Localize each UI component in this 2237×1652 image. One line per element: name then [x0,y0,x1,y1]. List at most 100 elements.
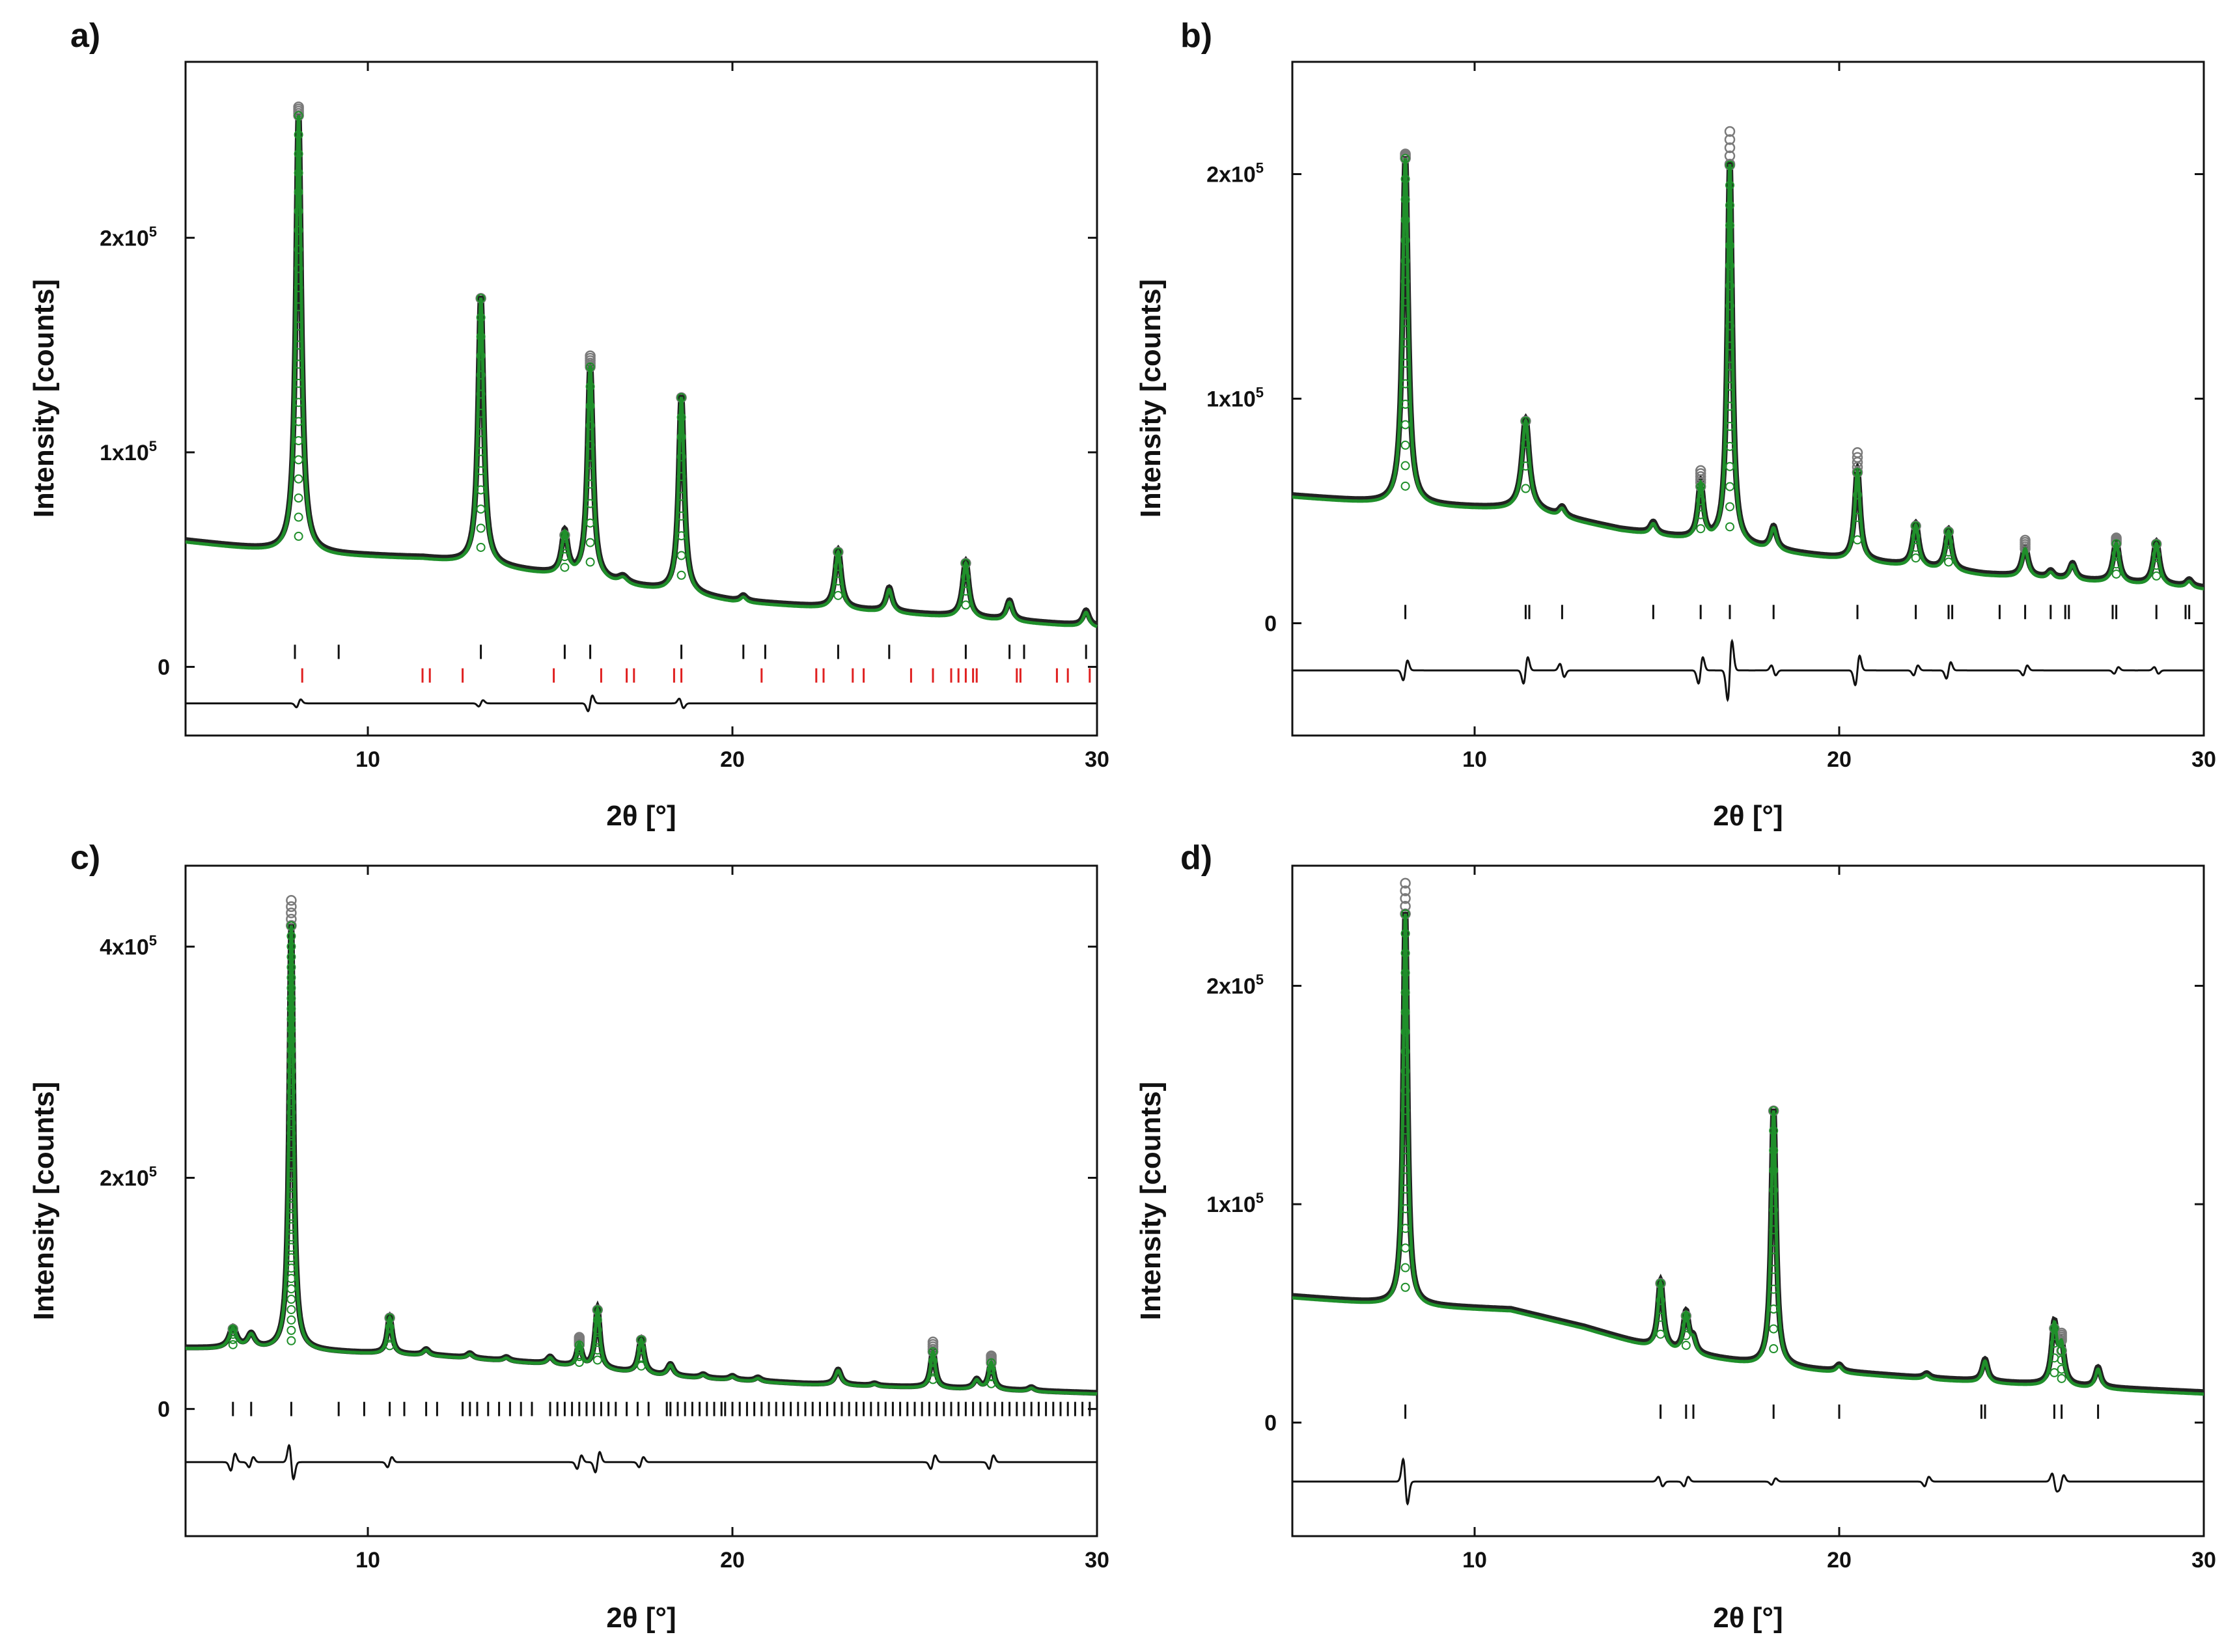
calculated-marker [385,1332,395,1342]
calculated-marker [1400,1008,1410,1017]
calculated-marker [294,359,303,369]
calculated-marker [385,1313,395,1323]
calculated-marker [676,452,686,461]
plot-frame-b [1291,61,2205,737]
observed-point [2020,534,2031,546]
y-tick-exponent: 5 [149,932,157,948]
calculated-marker [2057,1346,2066,1356]
calculated-marker [1769,1126,1779,1136]
observed-points-a [293,101,971,569]
y-tick-exponent: 5 [149,438,157,454]
calculated-marker [833,576,843,586]
calculated-marker [294,130,303,139]
calculated-marker [1853,535,1862,545]
calculated-marker [560,562,570,572]
observed-point [1400,900,1411,912]
x-axis-label-c: 2θ [°] [606,1602,676,1634]
x-tick-label: 30 [2191,1548,2216,1573]
difference-curve-c [186,1444,1097,1481]
calculated-marker [1725,160,1734,170]
calculated-marker [1725,522,1734,532]
x-tick-label: 30 [1085,1548,1109,1573]
observed-point [286,913,297,925]
calculated-marker [1400,440,1410,450]
x-tick-label: 10 [355,1548,380,1573]
calculated-marker [294,417,303,426]
x-tick-label: 10 [1462,1548,1487,1573]
y-axis-label-a: Intensity [counts] [28,279,60,518]
calculated-marker [1656,1312,1665,1322]
calculated-marker [2152,539,2161,549]
calculated-marker [592,1345,602,1355]
observed-point [927,1336,939,1347]
calculated-marker [294,493,303,503]
calculated-marker [2152,550,2161,560]
calculated-marker [286,962,296,972]
calculated-marker [1400,318,1410,327]
calculated-marker [1725,381,1734,391]
calculated-marker [476,504,486,514]
calculated-marker [1696,524,1706,534]
y-tick-label: 1x105 [1206,1190,1264,1217]
x-tick-label: 10 [355,747,380,772]
observed-point [1724,126,1736,137]
calculated-marker [1725,241,1734,251]
observed-point [585,350,596,361]
calculated-marker [385,1341,395,1351]
x-tick-label: 20 [1827,1548,1852,1573]
observed-point [1724,134,1736,145]
calculated-marker [1769,1344,1779,1354]
calculated-marker [286,972,296,982]
calculated-curve-d [1292,913,2204,1396]
calculated-marker [1725,461,1734,471]
calculated-marker [1725,261,1734,271]
calculated-marker [294,302,303,312]
calculated-marker [1400,1027,1410,1037]
calculated-marker [286,1035,296,1045]
calculated-marker [286,1263,296,1273]
y-tick-label: 0 [1264,612,1277,637]
calculated-marker [585,362,595,372]
calculated-marker [294,111,303,120]
observed-curve-b [1292,156,2204,590]
observed-point [1400,885,1411,896]
calculated-marker [1725,281,1734,290]
calculated-marker [294,225,303,235]
calculated-marker [1696,482,1706,491]
calculated-marker [294,455,303,465]
calculated-marker [1400,195,1410,204]
calculated-marker [676,511,686,521]
calculated-marker [1681,1340,1691,1350]
calculated-marker [286,1097,296,1107]
x-tick-label: 30 [1085,747,1109,772]
y-tick-exponent: 5 [1256,1190,1264,1206]
observed-points-c [227,895,997,1369]
calculated-marker [1853,467,1862,477]
observed-curve-d [1292,911,2204,1396]
calculated-marker [228,1334,238,1344]
calculated-marker [1400,174,1410,184]
calculated-marker [286,1138,296,1148]
difference-curve-d [1292,1457,2204,1506]
calculated-marker [286,1325,296,1335]
calculated-marker [286,1149,296,1159]
observed-point [1724,142,1736,154]
calculated-marker [585,557,595,567]
calculated-marker [1400,968,1410,978]
reflection-markers-d [1404,1404,2100,1419]
calculated-marker [637,1361,646,1371]
calculated-marker [1681,1330,1691,1340]
reflection-markers-a [294,644,1091,683]
calculated-marker [1725,421,1734,431]
calculated-points-b [1400,154,2161,581]
calculated-marker [1769,1106,1779,1116]
calculated-marker [1400,481,1410,491]
calculated-marker [294,378,303,388]
calculated-marker [1521,417,1531,426]
calculated-marker [1725,321,1734,331]
y-tick-label: 2x105 [1206,972,1264,999]
calculated-marker [585,420,595,430]
calculated-marker [2057,1364,2066,1374]
calculated-curve-b [1292,158,2204,590]
calculated-marker [286,1304,296,1314]
